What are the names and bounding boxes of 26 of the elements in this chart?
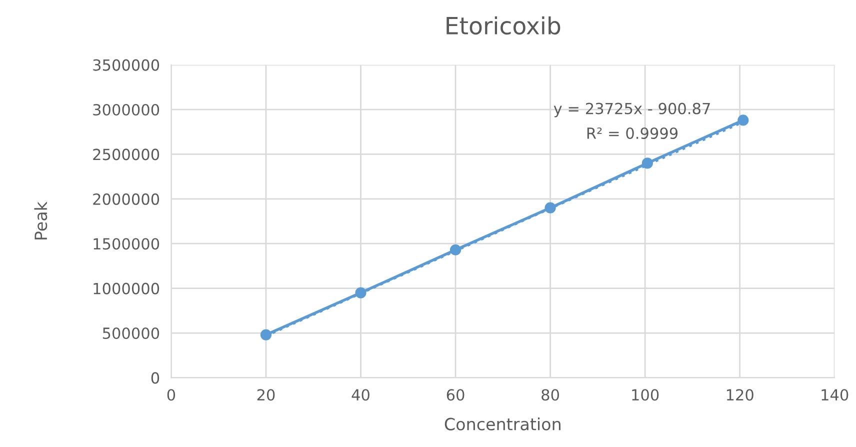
annotation: y = 23725x - 900.87: [554, 102, 710, 118]
y-tick-label: 1000000: [94, 282, 160, 294]
y-tick-label: 1500000: [94, 238, 160, 250]
x-tick-label: 20: [257, 389, 275, 401]
y-tick-label: 0: [151, 372, 160, 384]
y-tick-label: 2000000: [93, 193, 160, 205]
chart-title: Etoricoxib: [446, 16, 560, 35]
y-tick-label: 2500000: [93, 148, 160, 160]
x-tick-label: 80: [542, 389, 559, 401]
y-axis-title: Peak: [34, 202, 48, 240]
x-axis-title: Concentration: [444, 418, 560, 430]
y-tick-label: 500000: [102, 327, 160, 340]
point: [355, 287, 366, 298]
point: [544, 202, 556, 214]
x-tick-label: 140: [822, 389, 848, 401]
x-tick-label: 60: [446, 389, 464, 401]
point: [450, 244, 462, 256]
x-tick-label: 120: [726, 389, 754, 401]
point: [260, 329, 272, 340]
x-tick-label: 0: [167, 389, 176, 401]
annotation: R² = 0.9999: [587, 127, 678, 140]
y-tick-label: 3500000: [93, 59, 160, 71]
y-tick-label: 3000000: [93, 104, 160, 116]
x-tick-label: 100: [632, 389, 659, 401]
point: [738, 114, 749, 126]
x-tick-label: 40: [352, 389, 370, 401]
